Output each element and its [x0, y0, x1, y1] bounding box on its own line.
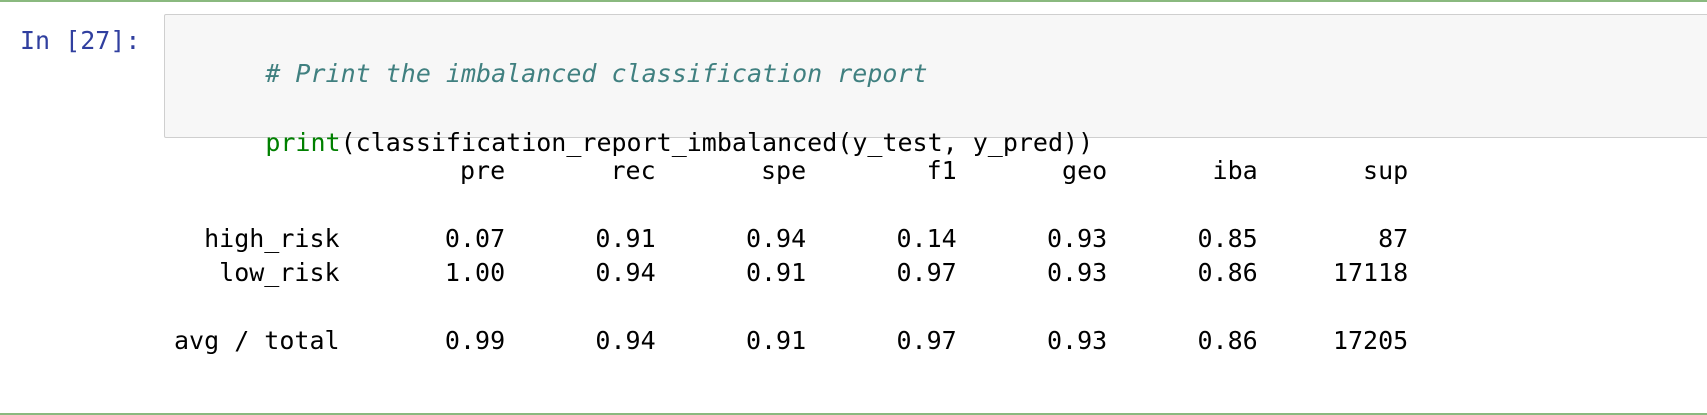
code-comment: # Print the imbalanced classification re…: [265, 59, 928, 88]
code-line-print: print(classification_report_imbalanced(y…: [175, 99, 1093, 186]
code-editor[interactable]: # Print the imbalanced classification re…: [164, 14, 1707, 157]
code-call-args: (classification_report_imbalanced(y_test…: [340, 128, 1094, 157]
code-line-comment: # Print the imbalanced classification re…: [175, 30, 928, 117]
cell-output-classification-report: pre rec spe f1 geo iba sup high_risk 0.0…: [174, 156, 1409, 355]
code-builtin-print: print: [265, 128, 341, 157]
input-prompt: In [27]:: [20, 26, 141, 55]
